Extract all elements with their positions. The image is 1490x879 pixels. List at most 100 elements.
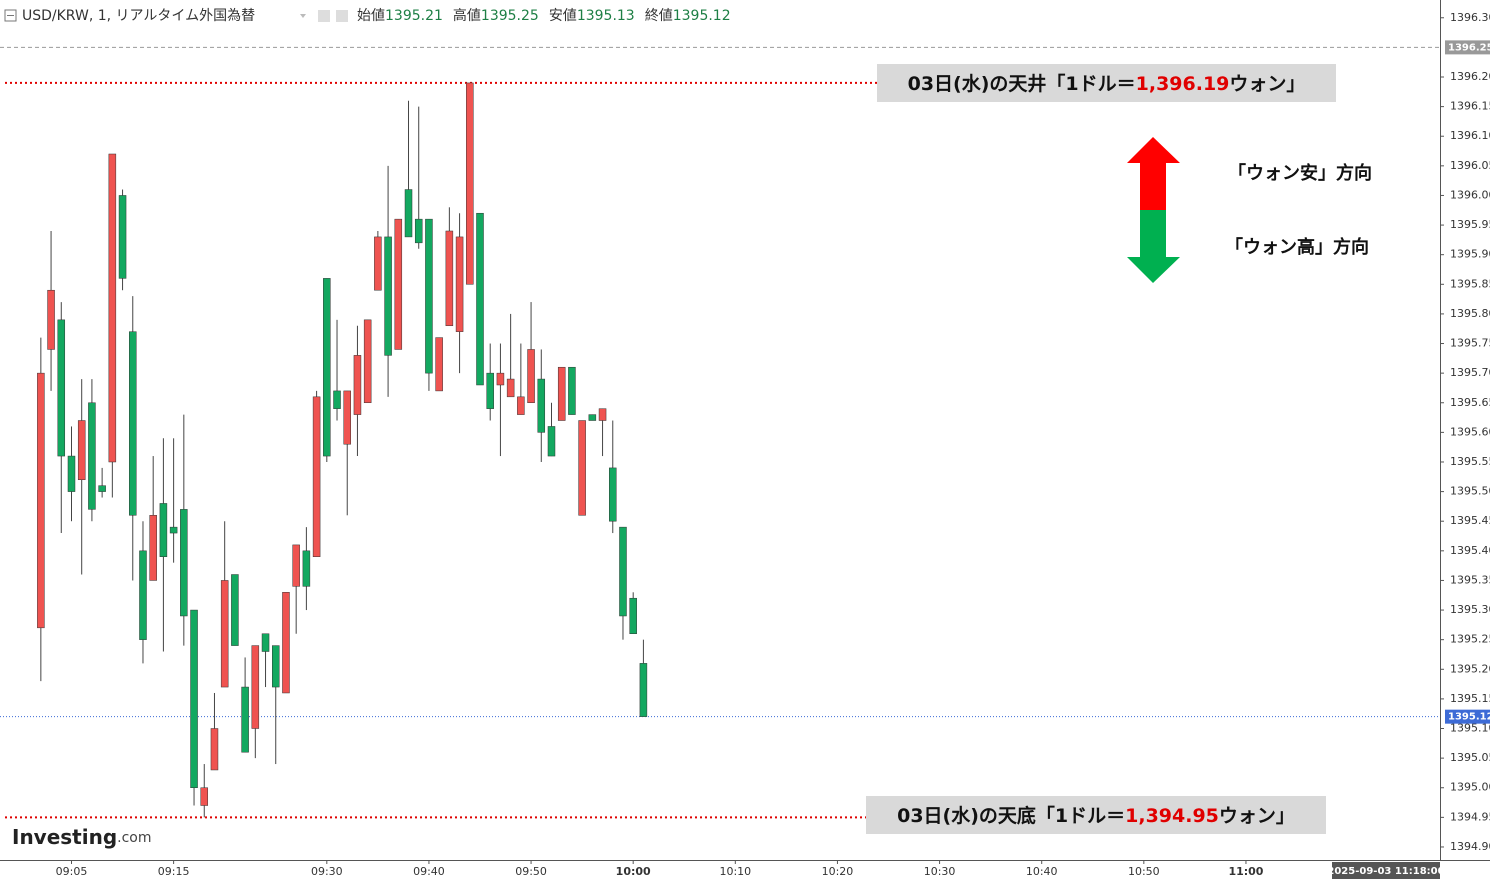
ohlc-header: 始値1395.21 高値1395.25 安値1395.13 終値1395.12 [357,7,731,24]
candle-body [333,390,341,409]
ohlc-value: 1395.12 [673,8,731,24]
ohlc-value: 1395.21 [385,8,443,24]
candle-body [169,526,178,534]
candle-body [77,420,86,481]
y-tick-label: 1396.10 [1450,129,1490,142]
dropdown-arrow[interactable] [300,14,306,18]
y-tick-label: 1395.55 [1450,455,1490,468]
y-tick-label: 1395.30 [1450,603,1490,616]
y-tick-label: 1395.15 [1450,692,1490,705]
logo-suffix: .com [117,830,151,846]
candle-body [639,663,648,717]
y-tick-label: 1395.10 [1450,722,1490,735]
candle-body [47,289,55,350]
y-tick-label: 1395.75 [1450,337,1490,350]
candle-body [200,787,209,806]
price-label-box [1445,40,1490,55]
candle-body [241,686,249,753]
candle-body [537,378,546,433]
y-tick-label: 1395.00 [1450,781,1490,794]
candle-body [251,645,260,729]
x-tick-label: 10:00 [616,865,651,878]
ohlc-label: 終値 [645,8,673,24]
candle-body [190,609,198,788]
candle-body [517,396,525,415]
x-tick-label: 09:40 [413,865,445,878]
y-tick-label: 1395.95 [1450,218,1490,231]
y-tick-label: 1394.90 [1450,840,1490,853]
x-tick-label: 11:00 [1228,865,1263,878]
y-tick-label: 1396.00 [1450,188,1490,201]
x-tick-label: 09:15 [158,865,190,878]
annotation-suffix: ウォン」 [1229,73,1305,95]
candle-body [619,526,627,617]
y-tick-label: 1395.80 [1450,307,1490,320]
candle-body [568,366,576,415]
candle-body [312,396,321,557]
candle-body [425,218,433,374]
x-tick-label: 10:20 [822,865,854,878]
y-tick-label: 1395.45 [1450,514,1490,527]
candle-body [343,390,351,445]
y-tick-label: 1396.15 [1450,100,1490,113]
candle-body [302,550,311,587]
candle-body [394,218,403,350]
candle-body [139,550,147,640]
x-tick-label: 10:40 [1026,865,1058,878]
ohlc-label: 安値 [549,8,577,24]
price-label: 1396.25 [1448,42,1490,53]
candle-body [57,319,66,457]
candle-body [486,372,494,409]
candle-body [476,212,484,386]
candle-body [88,402,96,510]
collapse-icon[interactable] [4,9,17,22]
up-arrow [1127,137,1180,210]
candle-body [108,153,117,463]
annotation: 03日(水)の天底「1ドル＝1,394.95ウォン」 [897,804,1295,827]
price-label-box [1445,709,1490,724]
x-tick-label: 09:50 [515,865,547,878]
candle-body [506,378,515,398]
chart-title: USD/KRW, 1, リアルタイム外国為替 [22,8,255,24]
logo-main: Investing [12,825,117,849]
candle-body [363,319,372,404]
candle-body [149,515,157,581]
y-tick-label: 1395.60 [1450,425,1490,438]
candle-body [292,544,300,587]
y-tick-label: 1394.95 [1450,810,1490,823]
down-arrow [1127,210,1180,283]
ohlc-label: 高値 [453,7,481,24]
candle-body [414,218,423,244]
candle-body [159,503,168,557]
candle-body [67,455,76,492]
candle-body [282,592,290,694]
x-tick-label: 10:30 [924,865,956,878]
y-tick-label: 1395.05 [1450,751,1490,764]
x-tick-label: 09:05 [56,865,88,878]
arrow-label: 「ウォン高」方向 [1225,236,1369,258]
y-tick-label: 1395.25 [1450,633,1490,646]
y-tick-label: 1396.20 [1450,70,1490,83]
candle-body [578,420,586,516]
y-tick-label: 1395.65 [1450,396,1490,409]
eye-icon[interactable] [318,10,330,22]
y-tick-label: 1395.70 [1450,366,1490,379]
x-tick-label: 09:30 [311,865,343,878]
y-tick-label: 1395.35 [1450,573,1490,586]
arrow-label: 「ウォン安」方向 [1228,162,1372,184]
candle-body [98,485,106,492]
candle-body [210,728,219,771]
annotation-prefix: 03日(水)の天井「1ドル＝ [908,72,1136,95]
annotation-value: 1,394.95 [1125,805,1219,827]
ohlc-value: 1395.25 [481,8,539,24]
timestamp: 2025-09-03 11:18:00 [1327,866,1444,877]
candle-body [323,278,331,457]
candle-body [353,355,362,415]
annotation-prefix: 03日(水)の天底「1ドル＝ [897,804,1125,827]
candle-body [598,408,607,421]
settings-icon[interactable] [336,10,348,22]
candle-body [374,236,382,291]
candle-body [609,467,617,522]
plot [0,46,1440,819]
